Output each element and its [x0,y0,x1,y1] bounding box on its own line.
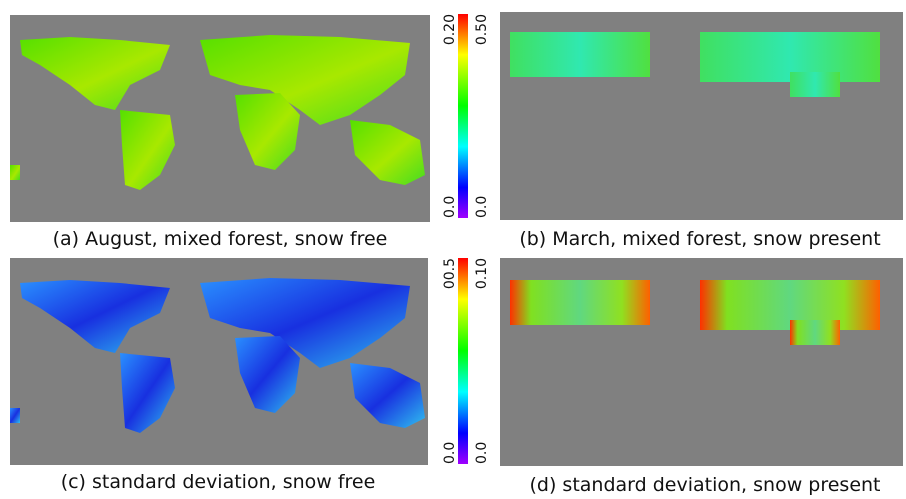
colorbar-tick: 0.10 [474,258,490,289]
caption: (c) standard deviation, snow free [61,471,376,493]
colorbar [458,258,468,464]
colorbar-tick: 0.50 [474,14,490,45]
colorbar-tick: 0.20 [442,14,458,45]
figure: (a) August, mixed forest, snow free (b) … [0,0,906,499]
colorbar-tick: 0.0 [442,442,458,464]
colorbar-tick: 00.5 [442,258,458,289]
caption: (b) March, mixed forest, snow present [519,228,880,250]
colorbar-tick: 0.0 [474,442,490,464]
caption: (d) standard deviation, snow present [530,474,881,496]
colorbar [458,14,468,218]
colorbar-tick: 0.0 [442,196,458,218]
caption: (a) August, mixed forest, snow free [53,228,388,250]
colorbar-tick: 0.0 [474,196,490,218]
